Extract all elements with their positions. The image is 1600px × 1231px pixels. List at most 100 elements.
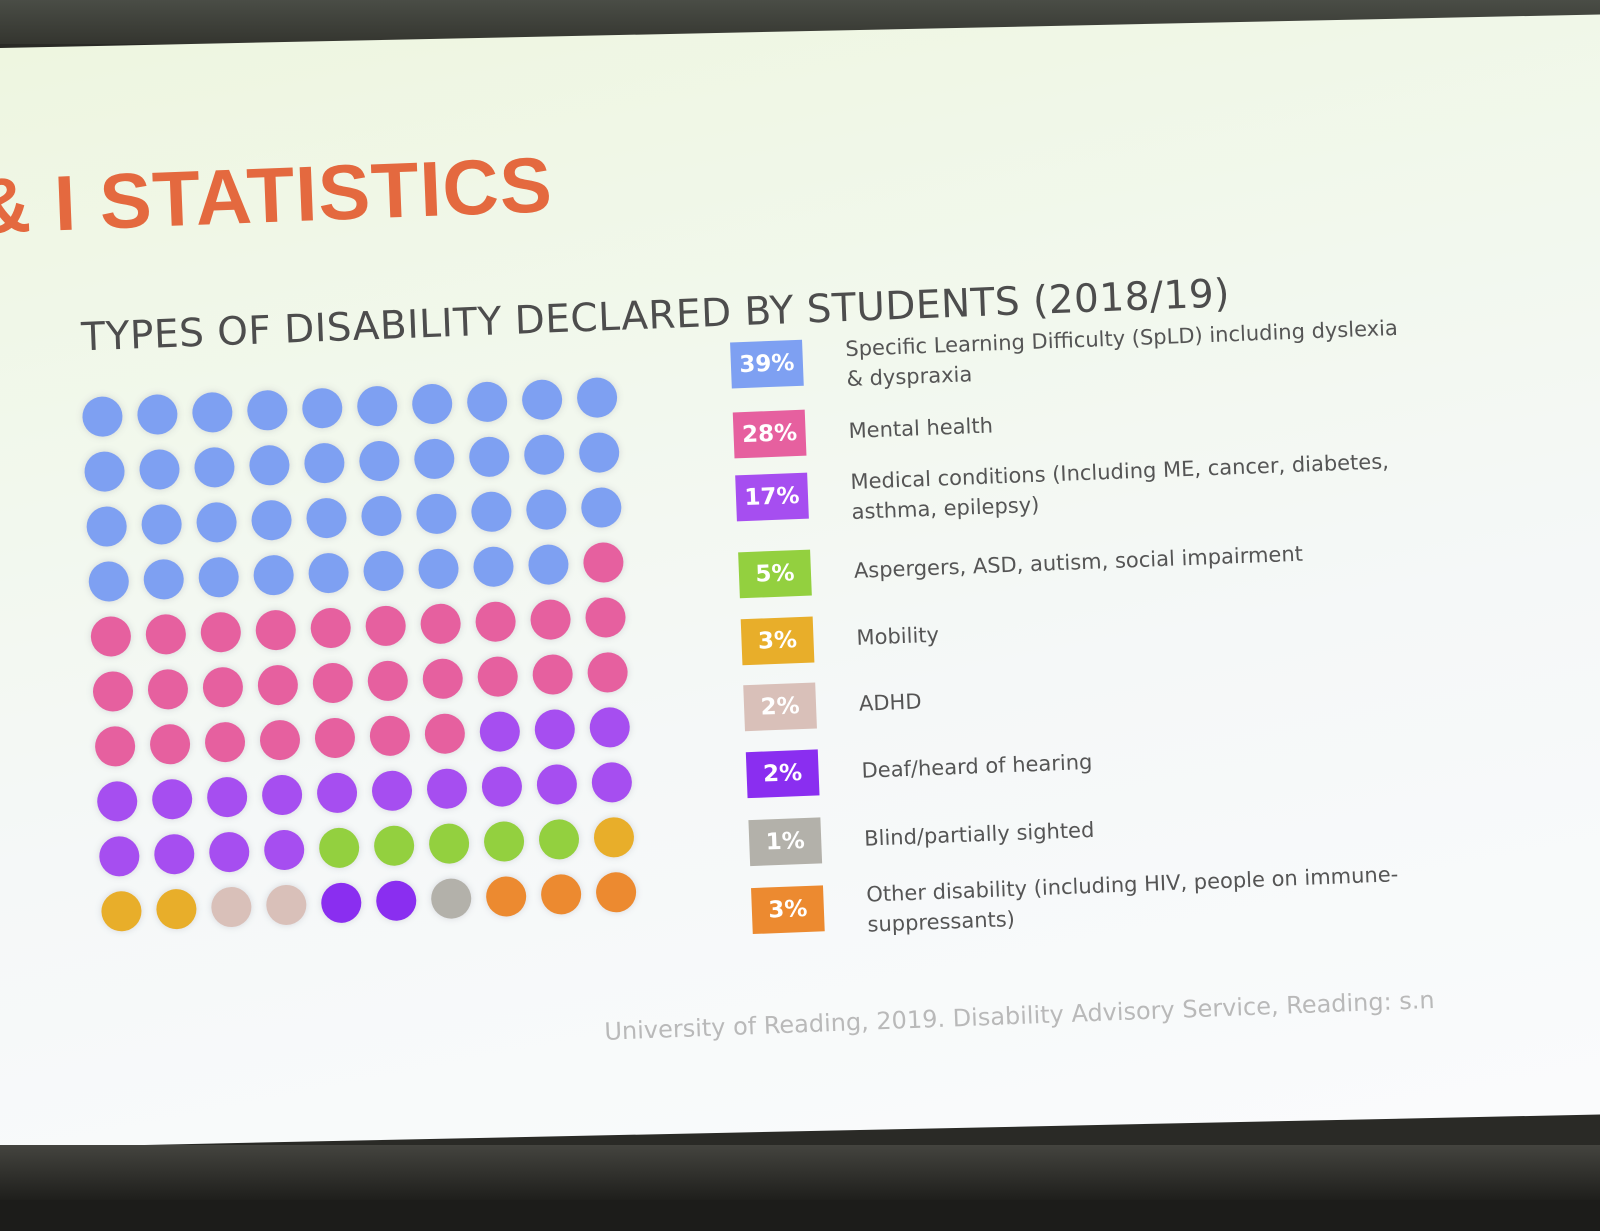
waffle-dot [525, 488, 568, 531]
waffle-dot [318, 827, 360, 869]
waffle-dot [195, 501, 238, 544]
waffle-dot [362, 550, 405, 592]
legend-item: 17% Medical conditions (Including ME, can… [735, 449, 1436, 524]
waffle-dot [411, 383, 453, 425]
citation: University of Reading, 2019. Disability … [603, 985, 1436, 1046]
waffle-dot [591, 761, 633, 804]
waffle-dot [476, 655, 519, 698]
waffle-dot [255, 609, 297, 651]
waffle-dot [265, 884, 308, 926]
waffle-dot [466, 381, 508, 423]
legend-percent-badge: 1% [748, 817, 823, 867]
legend-item: 5% Aspergers, ASD, autism, social impairm… [738, 525, 1439, 600]
waffle-dot [252, 554, 295, 596]
legend-percent-badge: 2% [743, 682, 817, 732]
waffle-dot [595, 871, 637, 914]
waffle-dot [138, 448, 181, 491]
waffle-dot [88, 560, 130, 603]
waffle-dot [301, 387, 344, 429]
legend-label: Mobility [856, 622, 940, 650]
waffle-dot [94, 725, 136, 768]
waffle-dot [358, 440, 401, 482]
waffle-dot [145, 613, 187, 656]
legend-percent-badge: 28% [732, 409, 807, 459]
waffle-dot [424, 712, 466, 755]
waffle-dot [593, 816, 635, 859]
waffle-dot [371, 770, 413, 812]
waffle-dot [578, 431, 620, 474]
waffle-dot [259, 719, 301, 761]
legend-label: Deaf/heard of hearing [861, 749, 1093, 783]
waffle-dot [483, 820, 525, 863]
waffle-dot [375, 879, 417, 922]
waffle-dot [200, 611, 242, 654]
legend-item: 2% Deaf/heard of hearing [745, 725, 1447, 800]
waffle-dot [479, 710, 521, 753]
waffle-dot [582, 541, 625, 584]
waffle-dot [373, 825, 415, 867]
waffle-dot [360, 495, 403, 537]
waffle-dot [481, 765, 523, 808]
waffle-dot [367, 660, 409, 702]
waffle-dot [90, 615, 132, 658]
projector-screen: & I STATISTICS TYPES OF DISABILITY DECLA… [0, 0, 1600, 1200]
legend-label: Other disability (including HIV, people … [865, 862, 1399, 937]
waffle-dot [356, 385, 398, 427]
waffle-dot [261, 774, 303, 816]
legend-item: 3% Other disability (including HIV, peopl… [751, 861, 1452, 937]
waffle-dot [98, 835, 141, 878]
waffle-dot [149, 723, 191, 766]
waffle-dot [314, 717, 356, 759]
waffle-dot [204, 721, 246, 763]
waffle-dot [472, 545, 515, 588]
waffle-dot [96, 780, 138, 823]
waffle-dot [417, 548, 460, 590]
legend-label: Medical conditions (Including ME, cancer… [850, 449, 1390, 524]
waffle-dot [206, 776, 248, 818]
waffle-dot [538, 818, 580, 861]
waffle-dot [136, 393, 179, 436]
waffle-dot [85, 505, 128, 548]
legend-label: Mental health [848, 413, 994, 444]
waffle-dot [303, 442, 346, 484]
waffle-dot [580, 486, 623, 529]
waffle-dot [248, 444, 291, 487]
waffle-dot [521, 378, 563, 421]
waffle-dot [250, 499, 293, 541]
waffle-dot [246, 389, 289, 432]
legend-percent-badge: 39% [730, 339, 804, 389]
waffle-dot [419, 603, 462, 645]
waffle-dot [263, 829, 305, 871]
waffle-dot [312, 662, 354, 704]
legend-label: Aspergers, ASD, autism, social impairmen… [853, 541, 1304, 583]
waffle-dot [208, 831, 251, 873]
waffle-dot [147, 668, 189, 711]
waffle-dot [153, 833, 196, 875]
waffle-dot [428, 822, 470, 865]
waffle-dot [210, 886, 253, 928]
waffle-dot [426, 767, 468, 810]
waffle-dot [576, 376, 618, 419]
legend-label: Blind/partially sighted [863, 817, 1095, 851]
waffle-dot [309, 607, 352, 649]
waffle-dot [305, 497, 348, 539]
waffle-dot [140, 503, 183, 546]
waffle-dot [369, 715, 411, 757]
waffle-dot [197, 556, 240, 599]
waffle-dot [415, 493, 458, 535]
waffle-dot [584, 596, 627, 639]
slide-title: & I STATISTICS [0, 140, 555, 251]
legend-percent-badge: 3% [751, 885, 825, 935]
waffle-dot [142, 558, 185, 601]
waffle-dot [202, 666, 244, 708]
legend-percent-badge: 5% [738, 549, 812, 599]
legend-item: 2% ADHD [743, 658, 1444, 733]
waffle-dot [257, 664, 299, 706]
waffle-dot [83, 450, 126, 493]
waffle-dot [320, 882, 363, 924]
waffle-dot [485, 875, 527, 918]
legend-percent-badge: 3% [740, 616, 815, 666]
waffle-dot [193, 446, 236, 489]
legend-percent-badge: 2% [745, 749, 820, 799]
